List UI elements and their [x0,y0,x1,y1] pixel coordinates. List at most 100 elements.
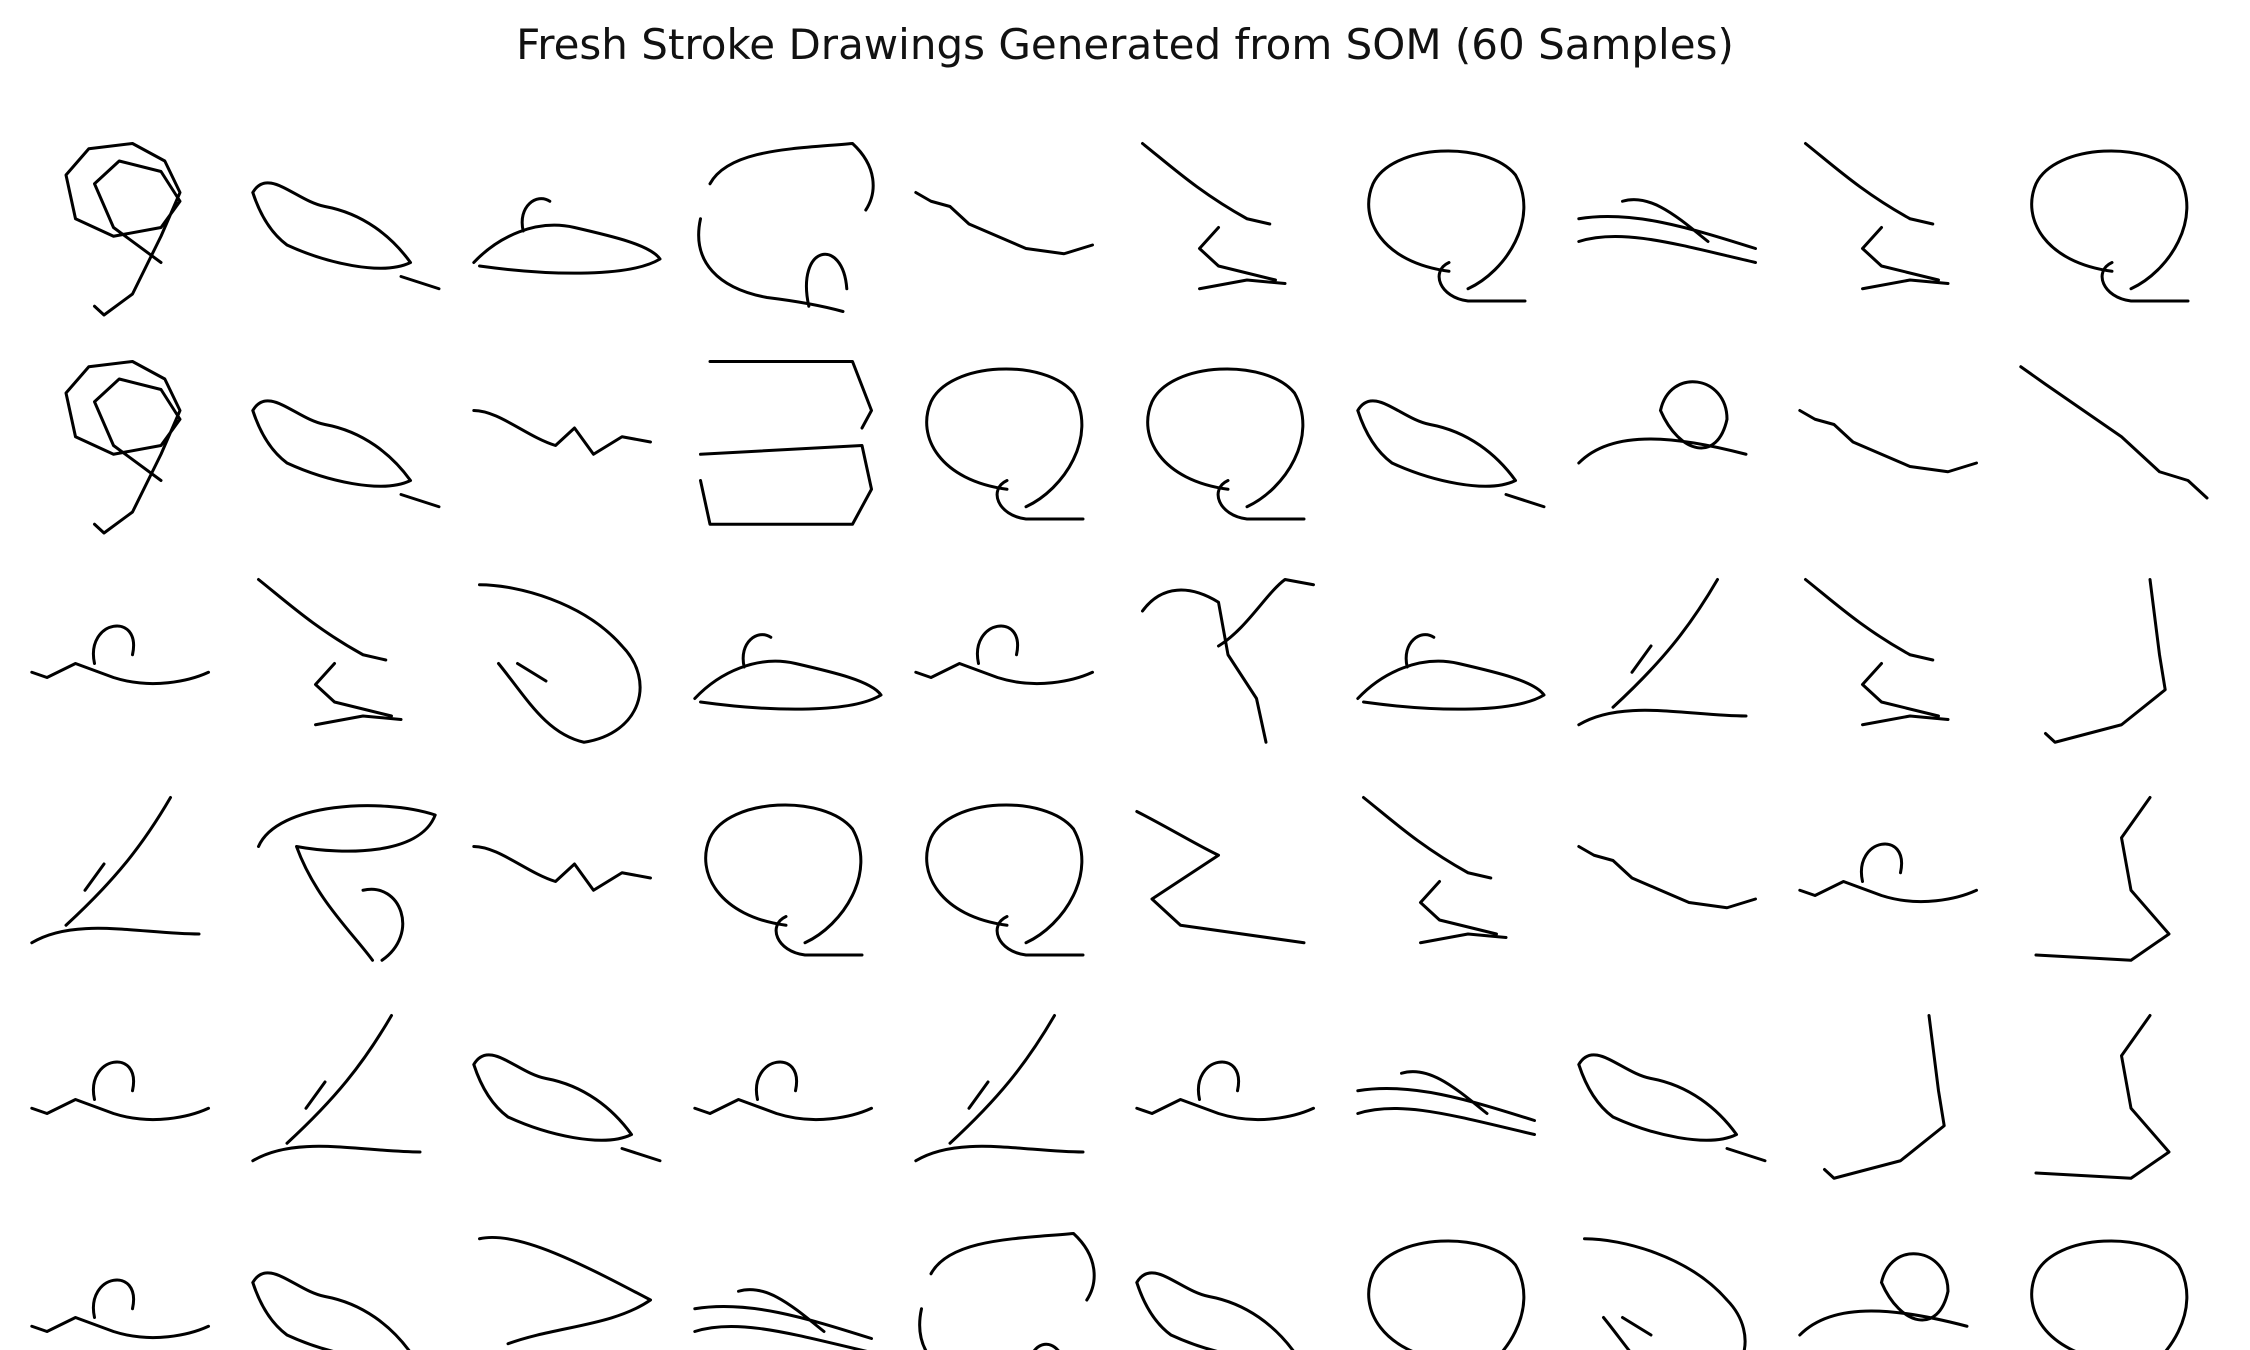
drawing-cell [920,1234,1094,1350]
stroke-path [699,144,873,312]
stroke-path [259,806,436,961]
drawing-cell [2032,1241,2188,1350]
stroke-path [1137,812,1304,943]
stroke-path [2021,367,2207,498]
stroke-path [1579,580,1746,725]
stroke-path [66,144,180,316]
drawing-cell [1148,369,1304,519]
drawing-cell [1579,847,1756,908]
drawing-cell [1137,812,1304,943]
stroke-path [701,362,872,525]
drawing-cell [474,847,651,891]
stroke-path [66,362,180,534]
drawing-cell [1800,844,1977,902]
stroke-path [32,1062,209,1120]
drawing-cell [916,626,1093,684]
drawing-cell [1143,144,1286,289]
stroke-path [474,1055,660,1161]
stroke-path [480,1237,651,1350]
drawing-cell [1579,382,1746,463]
drawing-cell [1369,1241,1525,1350]
drawing-cell [1585,1239,1746,1350]
stroke-path [1585,1239,1746,1350]
stroke-path [916,626,1093,684]
stroke-path [1806,144,1949,289]
drawing-cell [695,635,881,710]
drawing-cell [32,1062,209,1120]
drawing-cell [916,1016,1083,1161]
stroke-path [1579,847,1756,908]
stroke-path [1579,200,1756,263]
drawing-cell [2046,580,2166,743]
stroke-path [32,1280,209,1338]
stroke-path [474,199,660,274]
stroke-path [1369,1241,1525,1350]
stroke-path [695,1290,872,1350]
stroke-path [1358,635,1544,710]
stroke-path [1800,844,1977,902]
stroke-path [1825,1016,1945,1179]
drawing-cell [2036,1016,2169,1179]
stroke-path [927,805,1083,955]
stroke-path [916,193,1093,254]
drawing-cell [1806,144,1949,289]
drawing-cell [1369,151,1525,301]
drawing-cell [1358,1072,1535,1135]
drawing-cell [695,1062,872,1120]
stroke-path [2046,580,2166,743]
stroke-path [1806,580,1949,725]
stroke-path [1358,1072,1535,1135]
stroke-path [927,369,1083,519]
stroke-path [695,635,881,710]
drawing-cell [1364,798,1507,943]
drawing-cell [474,1055,660,1161]
drawing-cell [32,798,199,943]
stroke-path [1137,1273,1323,1350]
stroke-path [1143,580,1314,743]
drawing-cell [1579,580,1746,725]
stroke-path [1358,401,1544,507]
stroke-path [2036,798,2169,961]
drawing-cell [1806,580,1949,725]
drawing-cell [480,1237,651,1350]
stroke-path [1579,382,1746,463]
stroke-path [253,1016,420,1161]
drawing-cell [1579,200,1756,263]
stroke-path [32,798,199,943]
stroke-path [1800,411,1977,472]
drawing-cell [1800,1254,1967,1335]
stroke-path [253,1273,439,1350]
drawing-cell [474,199,660,274]
drawing-cell [32,1280,209,1338]
stroke-path [253,183,439,289]
drawing-cell [1137,1273,1323,1350]
drawing-cell [1358,635,1544,710]
stroke-path [32,626,209,684]
drawing-cell [699,144,873,312]
drawing-cell [259,580,402,725]
drawing-cell [259,806,436,961]
stroke-path [2032,1241,2188,1350]
stroke-path [259,580,402,725]
drawing-cell [1800,411,1977,472]
drawing-cell [480,585,641,743]
stroke-path [1364,798,1507,943]
stroke-path [1148,369,1304,519]
drawing-cell [32,626,209,684]
stroke-path [1800,1254,1967,1335]
drawing-cell [66,362,180,534]
drawing-cell [916,193,1093,254]
stroke-path [1579,1055,1765,1161]
drawing-cell [2021,367,2207,498]
drawing-cell [701,362,872,525]
figure-title: Fresh Stroke Drawings Generated from SOM… [516,20,1734,69]
drawing-cell [1825,1016,1945,1179]
stroke-path [695,1062,872,1120]
drawing-cell [253,183,439,289]
stroke-path [474,411,651,455]
drawing-cell [1143,580,1314,743]
drawing-cell [695,1290,872,1350]
drawing-cell [706,805,862,955]
drawing-cell [1137,1062,1314,1120]
